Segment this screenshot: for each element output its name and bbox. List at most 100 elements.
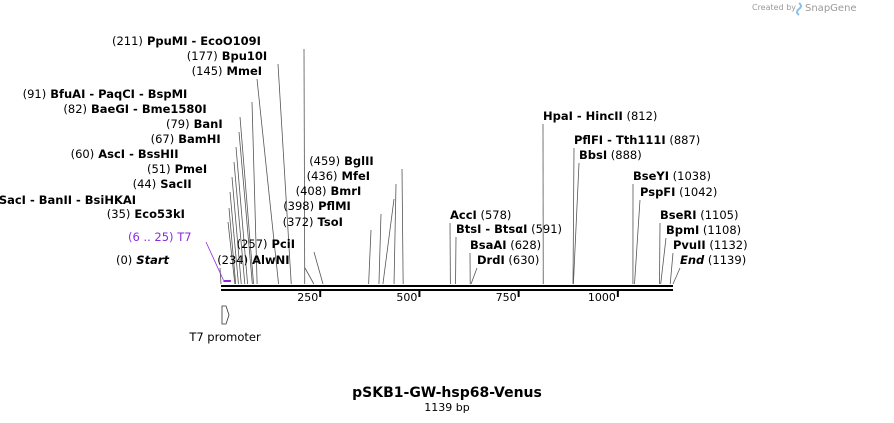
site-enzyme: BanI [190, 117, 223, 131]
primer-label: (6 .. 25) T7 [128, 230, 192, 244]
site-enzyme: TsoI [314, 215, 343, 229]
site-label: (459) BglII [309, 154, 373, 168]
site-position: (398) [283, 199, 314, 213]
site-tick [470, 267, 478, 285]
site-label: (35) Eco53kI [107, 207, 185, 221]
site-enzyme: PvuII [673, 238, 706, 252]
snapgene-logo-icon [796, 2, 802, 16]
site-position: (82) [63, 102, 87, 116]
site-label: (44) SacII [133, 177, 192, 191]
site-position: (211) [112, 34, 143, 48]
primer-leader [205, 241, 224, 281]
site-enzyme: Eco53kI [130, 207, 185, 221]
site-label: (0) Start [116, 253, 170, 267]
site-tick [382, 198, 395, 285]
site-enzyme: - BsiHKAI [72, 193, 136, 207]
site-enzyme: BpmI [666, 223, 699, 237]
site-enzyme: MmeI [223, 64, 263, 78]
site-tick [393, 183, 397, 285]
site-tick [238, 131, 253, 285]
site-tick [378, 213, 382, 285]
site-enzyme: - Bme1580I [129, 102, 207, 116]
site-enzyme: BmrI [327, 184, 362, 198]
site-position: (1139) [704, 253, 746, 267]
site-label: (257) PciI [237, 237, 295, 251]
site-enzyme: PflFI [574, 133, 603, 147]
site-enzyme: Bpu10I [218, 49, 267, 63]
site-enzyme: SacI [0, 193, 26, 207]
promoter-arrow-icon [221, 305, 230, 325]
site-position: (44) [133, 177, 157, 191]
site-position: (79) [166, 117, 190, 131]
site-label: (398) PflMI [283, 199, 351, 213]
site-label: (145) MmeI [192, 64, 262, 78]
site-label: (82) BaeGI - Bme1580I [63, 102, 206, 116]
site-label: BsaAI (628) [470, 238, 541, 252]
ruler-label: 1000 [588, 291, 616, 304]
site-enzyme: DrdI [477, 253, 505, 267]
site-label: (67) BamHI [151, 132, 221, 146]
site-enzyme: Start [132, 253, 169, 267]
site-tick [572, 162, 580, 285]
site-tick [251, 101, 258, 285]
site-label: End (1139) [680, 253, 746, 267]
brand-text: SnapGene [805, 3, 857, 14]
site-enzyme: - BssHII [125, 147, 178, 161]
site-position: (35) [107, 207, 131, 221]
site-position: (177) [187, 49, 218, 63]
site-label: (372) TsoI [283, 215, 343, 229]
site-enzyme: SacII [156, 177, 191, 191]
site-tick [401, 168, 404, 285]
site-enzyme: BtsI [456, 222, 481, 236]
site-label: (234) AlwNI [217, 253, 289, 267]
site-enzyme: AlwNI [248, 253, 289, 267]
ruler-label: 250 [297, 291, 318, 304]
site-tick [231, 176, 242, 285]
site-tick [313, 251, 324, 285]
site-enzyme: PmeI [171, 162, 208, 176]
site-enzyme: - HincII [573, 109, 623, 123]
site-position: (1132) [706, 238, 748, 252]
site-tick [239, 116, 254, 285]
feature-t7-promoter: T7 promoter [188, 305, 261, 344]
ruler: 250 500 750 1000 [221, 285, 673, 304]
site-enzyme: BseYI [633, 169, 669, 183]
site-position: (1042) [675, 185, 717, 199]
site-position: (372) [283, 215, 314, 229]
site-position: (628) [507, 238, 542, 252]
site-label: DrdI (630) [477, 253, 539, 267]
site-enzyme: - PaqCI [85, 87, 135, 101]
site-enzyme: - BanII [26, 193, 72, 207]
ruler-label: 750 [496, 291, 517, 304]
site-label: BtsI - BtsαI (591) [456, 222, 562, 236]
site-enzyme: BglII [340, 154, 374, 168]
site-enzyme: BbsI [579, 148, 607, 162]
site-enzyme: - Tth111I [603, 133, 666, 147]
site-position: (459) [309, 154, 340, 168]
site-label: (51) PmeI [147, 162, 207, 176]
feature-label: T7 promoter [188, 330, 261, 344]
site-position: (408) [296, 184, 327, 198]
site-enzyme: MfeI [338, 169, 371, 183]
site-position: (888) [607, 148, 642, 162]
site-position: (1108) [699, 223, 741, 237]
primer-t7: (6 .. 25) T7 [128, 230, 231, 282]
restriction-sites: (0) Start (35) Eco53kI(37) SacI - BanII -… [0, 34, 748, 285]
site-position: (887) [666, 133, 701, 147]
site-tick [277, 63, 292, 285]
site-label: BpmI (1108) [666, 223, 741, 237]
site-position: (436) [307, 169, 338, 183]
site-label: (37) SacI - BanII - BsiHKAI [0, 193, 136, 207]
site-enzyme: AccI [450, 208, 477, 222]
site-tick [229, 191, 239, 285]
site-position: (591) [527, 222, 562, 236]
site-tick [672, 267, 681, 285]
site-position: (51) [147, 162, 171, 176]
site-label: PvuII (1132) [673, 238, 748, 252]
site-position: (578) [477, 208, 512, 222]
site-enzyme: - BspMI [135, 87, 187, 101]
site-label: BseRI (1105) [660, 208, 738, 222]
site-label: (436) MfeI [307, 169, 370, 183]
site-label: BseYI (1038) [633, 169, 711, 183]
